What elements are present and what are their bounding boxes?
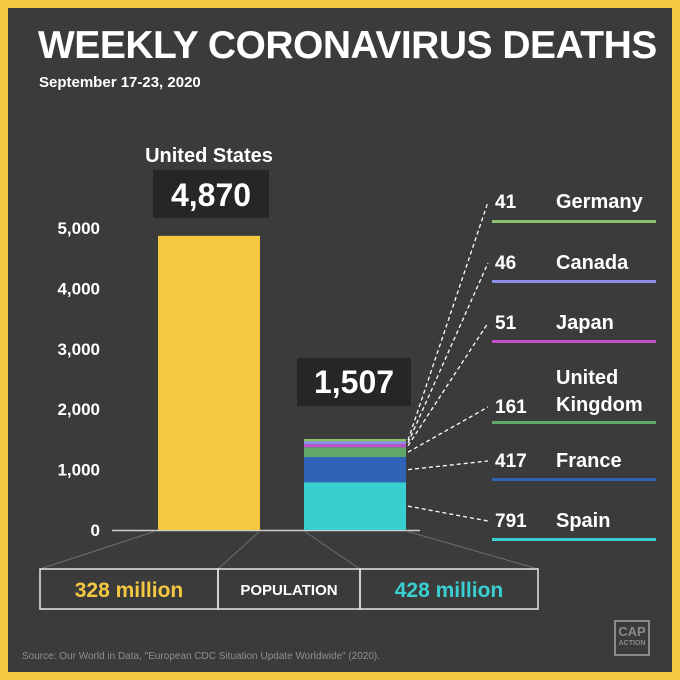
country-label-line: United <box>556 367 618 389</box>
bar-segment-france <box>304 457 406 483</box>
underline-germany <box>492 220 656 223</box>
country-label-germany: Germany <box>556 191 644 213</box>
country-label-japan: Japan <box>556 312 614 334</box>
y-tick-label: 0 <box>91 521 100 540</box>
population-us: 328 million <box>75 579 184 602</box>
bar-segment-germany <box>304 438 406 442</box>
connector-line <box>39 530 157 570</box>
country-label-spain: Spain <box>556 510 610 532</box>
source-note: Source: Our World in Data, "European CDC… <box>22 651 381 662</box>
leader-line-canada <box>407 262 489 444</box>
y-tick-label: 1,000 <box>57 461 100 480</box>
leader-line-japan <box>407 322 489 447</box>
population-box-others <box>359 568 539 610</box>
value-label-france: 417 <box>495 451 527 472</box>
bar-segment-united-kingdom <box>304 447 406 458</box>
chart-title: WEEKLY CORONAVIRUS DEATHS <box>38 24 657 67</box>
leader-line-germany <box>407 201 489 441</box>
connector-line <box>405 530 539 570</box>
value-label-japan: 51 <box>495 313 517 334</box>
y-tick-label: 3,000 <box>57 340 100 359</box>
logo-text-action: ACTION <box>618 640 646 647</box>
leader-line-spain <box>407 505 489 522</box>
bar-segment-spain <box>304 482 406 530</box>
bar-total-label-united-states: 4,870 <box>171 177 251 213</box>
bar-total-box-others <box>297 358 411 406</box>
y-tick-label: 4,000 <box>57 279 100 298</box>
underline-canada <box>492 280 656 283</box>
chart-subtitle: September 17-23, 2020 <box>39 74 201 91</box>
value-label-united-kingdom: 161 <box>495 397 527 418</box>
bar-total-label-others: 1,507 <box>314 364 394 400</box>
y-tick-label: 2,000 <box>57 400 100 419</box>
value-label-germany: 41 <box>495 192 517 213</box>
underline-spain <box>492 538 656 541</box>
underline-france <box>492 478 656 481</box>
leader-line-united-kingdom <box>407 406 489 453</box>
logo-text-cap: CAP <box>618 624 646 639</box>
country-label-canada: Canada <box>556 252 629 274</box>
country-label-france: France <box>556 450 622 472</box>
population-label: POPULATION <box>240 582 337 599</box>
country-label-united-kingdom: United Kingdom <box>556 367 643 416</box>
bar-united-states <box>158 235 260 531</box>
underline-united-kingdom <box>492 421 656 424</box>
bar-chart: 0 1,000 2,000 3,000 4,000 5,000 United States 4… <box>39 145 656 610</box>
bar-segment-canada <box>304 441 406 445</box>
underline-japan <box>492 340 656 343</box>
connector-line <box>303 530 361 570</box>
value-label-canada: 46 <box>495 253 516 274</box>
value-label-spain: 791 <box>495 511 527 532</box>
leader-line-france <box>407 460 489 471</box>
cap-action-logo: CAP ACTION <box>614 620 650 656</box>
population-others: 428 million <box>395 579 504 602</box>
bar-label-united-states: United States <box>145 145 273 167</box>
infographic-panel: WEEKLY CORONAVIRUS DEATHS September 17-2… <box>8 8 672 672</box>
connector-line <box>217 530 261 570</box>
country-label-line: Kingdom <box>556 394 643 416</box>
y-tick-label: 5,000 <box>57 219 100 238</box>
bar-total-box-united-states <box>153 170 269 218</box>
bar-segment-japan <box>304 444 406 448</box>
